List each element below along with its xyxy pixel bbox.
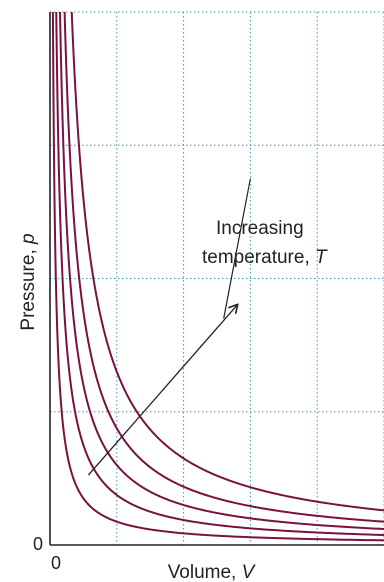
isotherm-curves bbox=[51, 12, 384, 542]
isotherm-curve-5 bbox=[70, 12, 384, 512]
isotherm-curve-1 bbox=[51, 12, 384, 542]
increasing-temperature-arrow bbox=[87, 305, 237, 476]
annotation-line-2: temperature, T bbox=[202, 247, 328, 268]
x-axis-title: Volume, V bbox=[168, 562, 257, 582]
annotation-line-1: Increasing bbox=[216, 218, 304, 239]
isotherm-curve-2 bbox=[55, 12, 384, 537]
annotation-leader-line bbox=[223, 178, 251, 319]
y-tick-label-0: 0 bbox=[33, 534, 43, 554]
grid-lines bbox=[50, 11, 384, 545]
y-axis-title: Pressure, p bbox=[18, 233, 39, 330]
isotherm-curve-4 bbox=[63, 12, 384, 523]
x-tick-label-0: 0 bbox=[51, 553, 61, 573]
isotherm-curve-3 bbox=[59, 12, 384, 531]
